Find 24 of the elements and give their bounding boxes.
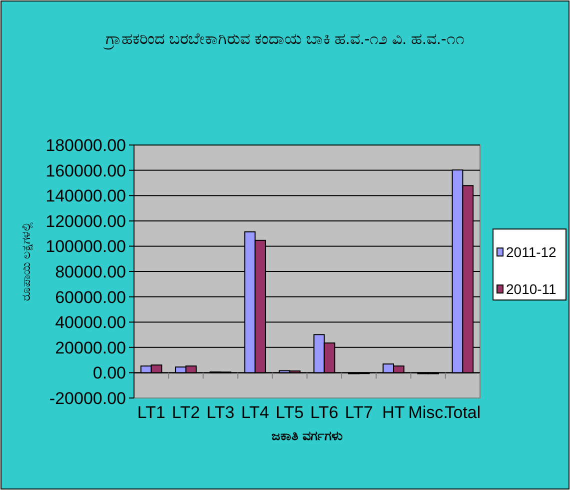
legend-label: 2010-11 — [506, 281, 557, 297]
y-tick-label: 80000.00 — [55, 262, 126, 282]
legend-label: 2011-12 — [506, 244, 557, 260]
x-tick-label: HT — [382, 403, 405, 422]
y-tick-label: 40000.00 — [55, 313, 126, 332]
x-tick-label: LT5 — [276, 403, 304, 422]
y-tick-label: 180000.00 — [46, 136, 126, 155]
x-tick-label: LT3 — [206, 403, 235, 422]
y-tick-label: 160000.00 — [46, 161, 126, 180]
y-tick-label: 20000.00 — [55, 338, 126, 358]
x-tick-label: LT2 — [172, 403, 200, 422]
x-axis-title: ಜಕಾತಿ ವರ್ಗಗಳು — [272, 428, 342, 443]
chart-title: ಗ್ರಾಹಕರಿಂದ ಬರಬೇಕಾಗಿರುವ ಕಂದಾಯ ಬಾಕಿ ಹ.ವ.-೧೨ ವಿ. ಹ.ವ.-೧೧ — [102, 31, 464, 50]
y-tick-label: -20000.00 — [49, 389, 126, 408]
y-axis-title: ರೂಪಾಯಿ ಲಕ್ಷಗಳಲ್ಲಿ — [19, 222, 34, 302]
x-tick-label: LT4 — [241, 403, 270, 422]
y-tick-label: 60000.00 — [55, 288, 126, 307]
y-tick-label: 140000.00 — [46, 186, 126, 206]
x-tick-label: LT1 — [137, 403, 166, 422]
y-tick-label: 120000.00 — [46, 212, 126, 231]
x-tick-label: LT7 — [344, 403, 373, 422]
y-tick-label: 100000.00 — [46, 237, 126, 256]
x-tick-label: LT6 — [310, 403, 338, 422]
y-tick-label: 0.00 — [92, 364, 126, 383]
